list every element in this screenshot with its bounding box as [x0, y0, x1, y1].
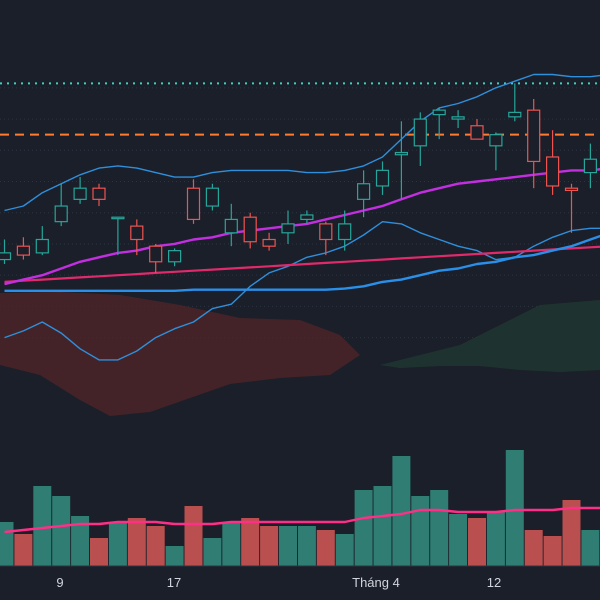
- volume-bar: [354, 490, 373, 566]
- candle-up: [357, 183, 371, 200]
- indicator-lines: [4, 73, 600, 361]
- volume-bar: [108, 522, 127, 566]
- candle-up: [394, 151, 408, 156]
- candle-down: [262, 238, 276, 247]
- volume-bar: [505, 450, 524, 566]
- volume-bar: [543, 536, 562, 566]
- candle-up: [432, 109, 446, 116]
- volume-moving-average: [4, 506, 600, 534]
- volume-bar: [222, 522, 241, 566]
- volume-bars: [0, 450, 600, 566]
- candle-up: [583, 158, 598, 174]
- volume-bar: [373, 486, 392, 566]
- candle-down: [545, 156, 560, 187]
- candle-up: [0, 252, 12, 261]
- volume-bar: [297, 526, 316, 566]
- cloud-bullish-area: [380, 300, 600, 372]
- time-axis: 9 17 Tháng 4 12: [56, 575, 501, 590]
- volume-bar: [203, 538, 222, 566]
- volume-bar: [562, 500, 581, 566]
- candle-up: [413, 118, 427, 147]
- cloud-bearish-area: [0, 292, 360, 416]
- candle-up: [451, 116, 465, 120]
- candle-up: [168, 250, 182, 263]
- volume-bar: [52, 496, 71, 566]
- volume-bar: [165, 546, 184, 566]
- candle-down: [16, 245, 30, 256]
- volume-bar: [468, 518, 486, 566]
- x-tick-label: 17: [167, 575, 181, 590]
- candle-up: [111, 216, 125, 220]
- candle-up: [224, 218, 238, 234]
- candle-down: [564, 187, 579, 192]
- volume-bar: [71, 516, 90, 566]
- candle-up: [35, 238, 49, 254]
- candle-down: [470, 125, 484, 140]
- volume-bar: [581, 530, 600, 566]
- candle-up: [73, 187, 87, 200]
- candle-down: [527, 109, 541, 163]
- candle-up: [281, 223, 295, 234]
- candle-down: [186, 187, 201, 221]
- volume-bar: [524, 530, 543, 566]
- candle-down: [149, 245, 163, 263]
- volume-bar: [127, 518, 146, 566]
- volume-bar: [411, 496, 430, 566]
- candle-up: [54, 205, 68, 223]
- candle-up: [300, 214, 314, 221]
- bollinger-upper-line: [4, 73, 600, 212]
- volume-ma-line: [4, 506, 600, 534]
- volume-bar: [486, 512, 505, 566]
- volume-bar: [316, 530, 335, 566]
- volume-bar: [279, 526, 297, 566]
- candle-down: [243, 216, 257, 243]
- moving-average-blue: [4, 234, 600, 292]
- candle-up: [508, 111, 522, 118]
- moving-average-purple: [4, 168, 600, 286]
- volume-bar: [392, 456, 411, 566]
- volume-bar: [430, 490, 449, 566]
- volume-bar: [260, 526, 279, 566]
- candlestick-series: [0, 83, 598, 273]
- volume-bar: [90, 538, 108, 566]
- volume-bar: [14, 534, 33, 566]
- volume-bar: [184, 506, 203, 566]
- candle-down: [92, 187, 106, 200]
- candle-up: [338, 223, 352, 241]
- ichimoku-cloud: [0, 292, 600, 416]
- volume-bar: [241, 518, 260, 566]
- x-tick-label: Tháng 4: [352, 575, 400, 590]
- candle-up: [375, 169, 390, 187]
- x-tick-label: 12: [487, 575, 501, 590]
- moving-average-crimson: [4, 245, 600, 283]
- volume-bar: [449, 514, 468, 566]
- volume-bar: [146, 526, 165, 566]
- x-tick-label: 9: [56, 575, 63, 590]
- volume-bar: [33, 486, 52, 566]
- volume-bar: [335, 534, 354, 566]
- candle-down: [130, 225, 144, 241]
- candle-up: [489, 134, 503, 147]
- volume-bar: [0, 522, 14, 566]
- candle-up: [205, 187, 219, 207]
- candle-down: [319, 223, 333, 241]
